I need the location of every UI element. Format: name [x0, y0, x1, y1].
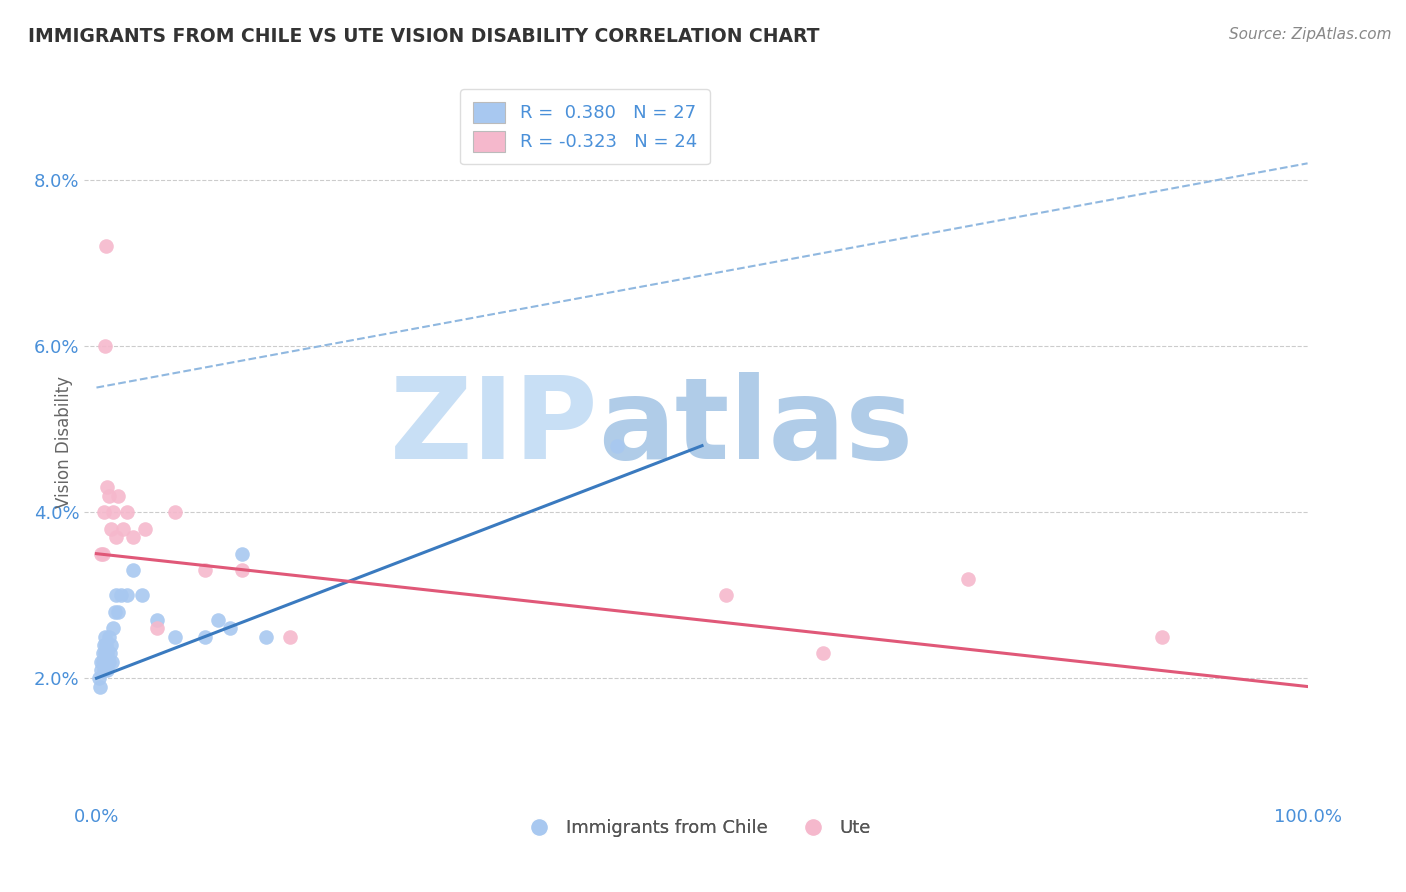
Text: IMMIGRANTS FROM CHILE VS UTE VISION DISABILITY CORRELATION CHART: IMMIGRANTS FROM CHILE VS UTE VISION DISA…: [28, 27, 820, 45]
Point: [91, 655, 114, 669]
Point: [90, 663, 112, 677]
Point: [91, 547, 114, 561]
Point: [104, 605, 127, 619]
Point: [89, 680, 111, 694]
Point: [94, 630, 117, 644]
Point: [96, 239, 118, 253]
Point: [811, 646, 834, 660]
Text: Source: ZipAtlas.com: Source: ZipAtlas.com: [1229, 27, 1392, 42]
Point: [103, 505, 125, 519]
Point: [100, 638, 122, 652]
Point: [121, 530, 143, 544]
Point: [94, 339, 117, 353]
Point: [254, 630, 277, 644]
Point: [121, 563, 143, 577]
Y-axis label: Vision Disability: Vision Disability: [55, 376, 73, 508]
Point: [103, 621, 125, 635]
Point: [96, 663, 118, 677]
Point: [97, 655, 120, 669]
Point: [110, 588, 132, 602]
Point: [1152, 630, 1174, 644]
Point: [207, 613, 229, 627]
Point: [107, 489, 129, 503]
Point: [112, 522, 135, 536]
Point: [96, 638, 118, 652]
Point: [93, 663, 115, 677]
Point: [97, 630, 120, 644]
Text: ZIP: ZIP: [389, 372, 598, 483]
Text: atlas: atlas: [598, 372, 914, 483]
Point: [91, 646, 114, 660]
Point: [218, 621, 240, 635]
Point: [90, 655, 112, 669]
Point: [194, 563, 217, 577]
Point: [606, 439, 628, 453]
Point: [957, 572, 980, 586]
Point: [115, 588, 138, 602]
Point: [96, 655, 118, 669]
Point: [96, 646, 118, 660]
Point: [134, 522, 156, 536]
Point: [94, 646, 117, 660]
Point: [115, 505, 138, 519]
Point: [93, 505, 115, 519]
Point: [97, 489, 120, 503]
Point: [104, 588, 127, 602]
Point: [165, 505, 187, 519]
Point: [93, 638, 115, 652]
Point: [278, 630, 301, 644]
Point: [165, 630, 187, 644]
Point: [146, 621, 169, 635]
Point: [194, 630, 217, 644]
Point: [107, 605, 129, 619]
Point: [98, 646, 121, 660]
Point: [90, 547, 112, 561]
Point: [231, 563, 253, 577]
Point: [96, 480, 118, 494]
Point: [101, 655, 124, 669]
Point: [131, 588, 153, 602]
Point: [231, 547, 253, 561]
Legend: Immigrants from Chile, Ute: Immigrants from Chile, Ute: [513, 812, 879, 845]
Point: [146, 613, 169, 627]
Point: [716, 588, 738, 602]
Point: [87, 671, 110, 685]
Point: [104, 530, 127, 544]
Point: [100, 522, 122, 536]
